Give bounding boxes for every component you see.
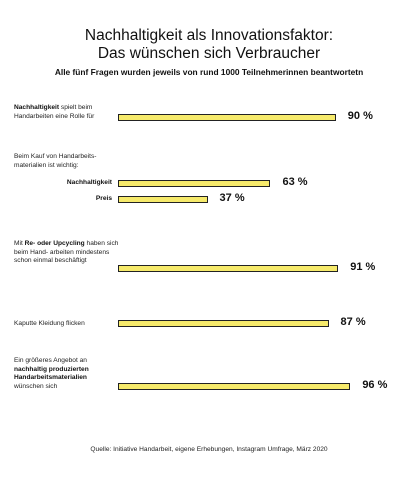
bar-sublabel: Nachhaltigkeit: [66, 179, 112, 186]
group-label: Mit Re- oder Upcycling haben sich beim H…: [14, 240, 126, 266]
bar-value-label: 96 %: [362, 379, 388, 391]
group-label-part: haben sich beim Hand- arbeiten mindesten…: [14, 240, 119, 265]
group-label-part: Mit: [14, 240, 25, 247]
group-label: Kaputte Kleidung flicken: [14, 320, 136, 329]
group-label: Beim Kauf von Handarbeits- materialien i…: [14, 153, 126, 170]
group-label-part: Kaputte Kleidung flicken: [14, 320, 85, 327]
chart-title-line2: Das wünschen sich Verbraucher: [97, 45, 321, 62]
group-label: Nachhaltigkeit spielt beim Handarbeiten …: [14, 104, 126, 121]
group-label-part: spielt beim Handarbeiten eine Rolle für: [14, 104, 95, 120]
group-label-bold-part: nachhaltig produzierten Handarbeitsmater…: [14, 365, 89, 382]
bar: [118, 180, 271, 187]
group-label: Ein größeres Angebot an nachhaltig produ…: [14, 357, 118, 392]
group-label-bold-part: Re- oder Upcycling: [24, 240, 85, 247]
group-label-part: Ein größeres Angebot an: [14, 357, 87, 364]
bar: [118, 114, 336, 121]
bar: [118, 196, 208, 203]
bar-sublabel: Preis: [95, 195, 112, 202]
bar-value-label: 37 %: [219, 192, 245, 204]
bar: [118, 383, 351, 390]
chart-title-line1: Nachhaltigkeit als Innovationsfaktor:: [84, 27, 334, 44]
group-label-bold-part: Nachhaltigkeit: [14, 104, 60, 111]
chart-subtitle: Alle fünf Fragen wurden jeweils von rund…: [54, 67, 364, 77]
bar-value-label: 90 %: [347, 110, 373, 122]
bar-value-label: 91 %: [350, 261, 376, 273]
chart-source: Quelle: Initiative Handarbeit, eigene Er…: [90, 446, 328, 453]
bar-value-label: 87 %: [340, 316, 366, 328]
bar: [118, 265, 339, 272]
group-label-part: wünschen sich: [14, 383, 58, 391]
group-label-part: Beim Kauf von Handarbeits- materialien i…: [14, 153, 97, 169]
bar: [118, 320, 329, 327]
bar-value-label: 63 %: [282, 176, 308, 188]
